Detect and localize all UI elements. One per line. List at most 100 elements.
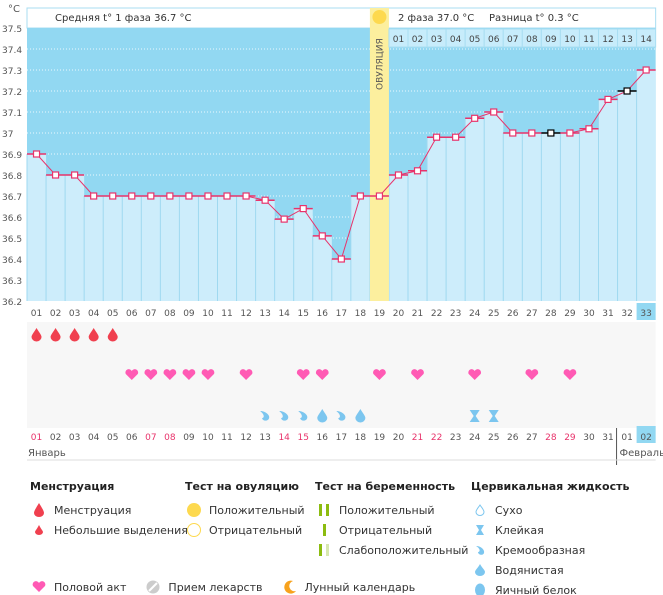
y-tick-label: 36.4 bbox=[2, 256, 22, 266]
legend-title: Менструация bbox=[30, 480, 115, 493]
menstruation-drop-icon bbox=[107, 328, 118, 342]
cycle-day-label: 07 bbox=[145, 309, 156, 319]
day-column bbox=[198, 196, 218, 301]
date-label: 07 bbox=[145, 433, 156, 443]
heart-icon bbox=[468, 369, 482, 380]
day-column bbox=[122, 196, 142, 301]
day-column bbox=[312, 235, 332, 301]
phase2-day-label: 13 bbox=[621, 35, 632, 45]
temperature-point bbox=[71, 171, 79, 179]
legend-label: Слабоположительный bbox=[339, 543, 469, 557]
menstruation-drop-icon bbox=[88, 328, 99, 342]
watery-icon bbox=[355, 409, 366, 423]
date-label: 22 bbox=[431, 433, 442, 443]
faint-bars-icon bbox=[315, 543, 333, 557]
cycle-day-label: 22 bbox=[431, 309, 442, 319]
day-column bbox=[236, 196, 256, 301]
day-column bbox=[503, 133, 523, 301]
date-label: 19 bbox=[374, 433, 386, 443]
date-label: 02 bbox=[640, 433, 651, 443]
today-highlight bbox=[636, 426, 656, 443]
legend-label: Кремообразная bbox=[495, 543, 586, 557]
cycle-day-label: 01 bbox=[31, 309, 42, 319]
cycle-day-label: 11 bbox=[221, 309, 232, 319]
phase2-day-label: 05 bbox=[469, 35, 480, 45]
date-label: 17 bbox=[336, 433, 347, 443]
phase2-day-label: 10 bbox=[564, 35, 576, 45]
month-label-january: Январь bbox=[28, 448, 66, 459]
heart-icon bbox=[201, 369, 215, 380]
cycle-day-label: 21 bbox=[412, 309, 423, 319]
date-label: 31 bbox=[602, 433, 613, 443]
legend-label: Половой акт bbox=[54, 580, 127, 594]
temperature-point bbox=[471, 114, 479, 122]
cycle-day-label: 23 bbox=[450, 309, 461, 319]
legend-label: Сухо bbox=[495, 503, 523, 517]
y-tick-label: 36.9 bbox=[2, 151, 22, 161]
date-label: 18 bbox=[355, 433, 367, 443]
cycle-day-label: 33 bbox=[640, 309, 651, 319]
temperature-point bbox=[166, 192, 174, 200]
heart-icon bbox=[525, 369, 539, 380]
temperature-point bbox=[604, 95, 612, 104]
legend-label: Небольшие выделения bbox=[54, 523, 188, 537]
legend-label: Положительный bbox=[339, 503, 435, 517]
temperature-point bbox=[185, 192, 193, 200]
day-column bbox=[274, 219, 294, 301]
cycle-day-label: 04 bbox=[88, 309, 100, 319]
menstruation-drop-icon bbox=[31, 328, 42, 342]
sticky-icon bbox=[488, 410, 499, 422]
cycle-day-label: 24 bbox=[469, 309, 481, 319]
phase2-day-label: 04 bbox=[450, 35, 462, 45]
legend-label: Прием лекарств bbox=[168, 580, 263, 594]
cycle-day-label: 27 bbox=[526, 309, 537, 319]
date-label: 11 bbox=[221, 433, 232, 443]
creamy-icon bbox=[336, 411, 346, 421]
y-tick-label: 37.1 bbox=[2, 109, 22, 119]
legend-label: Отрицательный bbox=[209, 523, 303, 537]
date-label: 29 bbox=[564, 433, 576, 443]
moon-icon bbox=[281, 580, 299, 594]
legend-label: Клейкая bbox=[495, 523, 544, 537]
phase1-average: Средняя t° 1 фаза 36.7 °C bbox=[55, 13, 192, 24]
menstruation-drop-icon bbox=[50, 328, 61, 342]
cycle-day-label: 15 bbox=[297, 309, 308, 319]
day-column bbox=[579, 128, 599, 301]
date-label: 24 bbox=[469, 433, 481, 443]
date-label: 15 bbox=[297, 433, 308, 443]
phase2-day-label: 01 bbox=[393, 35, 404, 45]
day-column bbox=[636, 70, 656, 301]
heart-icon bbox=[563, 369, 577, 380]
temperature-point bbox=[204, 192, 212, 200]
cycle-day-label: 02 bbox=[50, 309, 61, 319]
day-column bbox=[331, 259, 351, 301]
cycle-day-label: 10 bbox=[202, 309, 214, 319]
cycle-day-label: 12 bbox=[240, 309, 251, 319]
date-label: 14 bbox=[278, 433, 290, 443]
day-column bbox=[46, 175, 66, 301]
day-column bbox=[84, 196, 104, 301]
temperature-point bbox=[32, 150, 41, 158]
cycle-day-label: 28 bbox=[545, 309, 557, 319]
cycle-day-label: 08 bbox=[164, 309, 176, 319]
temperature-point bbox=[528, 129, 536, 137]
day-column bbox=[522, 133, 542, 301]
current-day-highlight bbox=[636, 303, 656, 320]
day-column bbox=[217, 196, 237, 301]
heart-icon bbox=[239, 369, 253, 380]
temperature-point bbox=[223, 192, 231, 200]
one-bar-icon bbox=[315, 523, 333, 537]
day-column bbox=[598, 99, 618, 302]
date-label: 06 bbox=[126, 433, 138, 443]
ovulation-label: ОВУЛЯЦИЯ bbox=[375, 38, 385, 90]
temperature-point bbox=[509, 129, 517, 137]
phase2-average: 2 фаза 37.0 °C bbox=[398, 13, 474, 24]
phase2-day-label: 09 bbox=[545, 35, 557, 45]
y-tick-label: 36.7 bbox=[2, 193, 22, 203]
two-bars-icon bbox=[315, 503, 333, 517]
cycle-day-label: 32 bbox=[621, 309, 632, 319]
day-column bbox=[27, 154, 47, 301]
date-label: 01 bbox=[31, 433, 42, 443]
legend-menstruation: Менструация Менструация Небольшие выделе… bbox=[30, 480, 188, 540]
creamy-icon bbox=[279, 411, 289, 421]
